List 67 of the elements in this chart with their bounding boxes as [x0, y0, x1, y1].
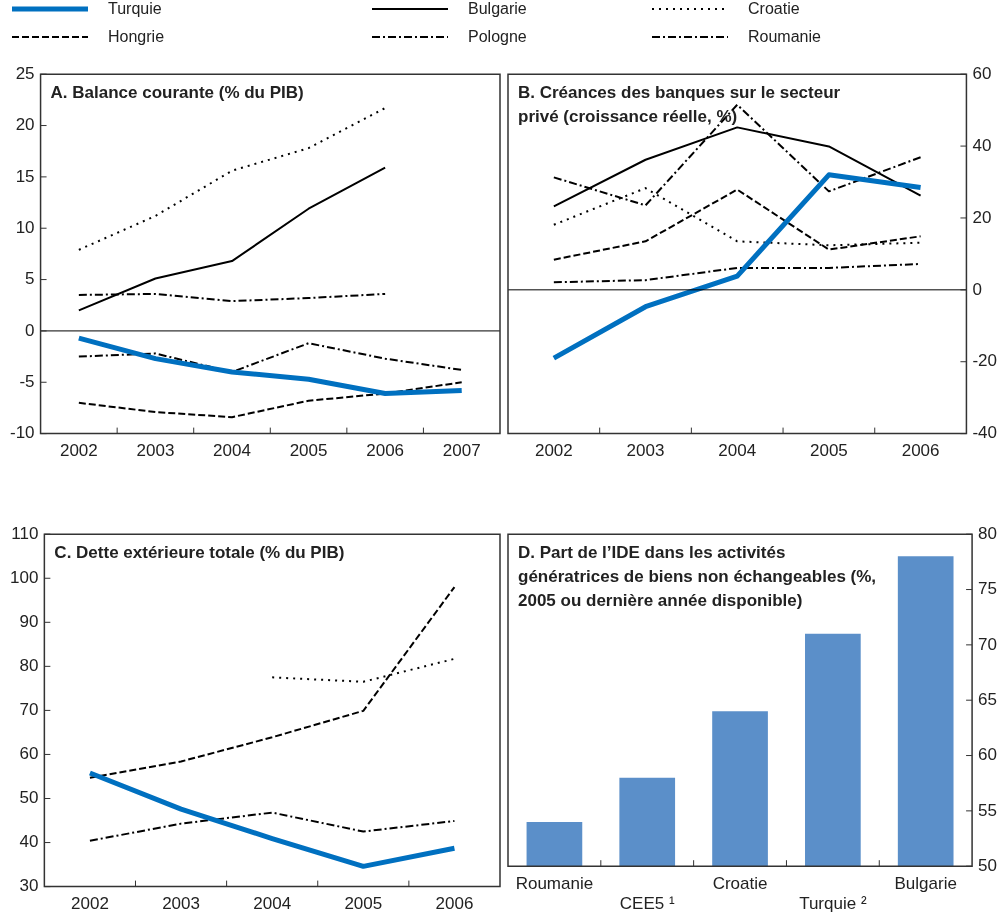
y2-tick-label: -40 [972, 423, 998, 443]
y2-tick-label: 0 [972, 279, 982, 299]
x-tick-label: 2004 [718, 441, 757, 461]
x-tick-label: 2004 [253, 894, 292, 914]
y-tick-label: 50 [19, 788, 39, 808]
line-series [77, 381, 463, 419]
x-tick-label: 2007 [442, 441, 481, 461]
text: B. Créances des banques sur le secteur privé (croissance réelle, %) [518, 83, 841, 127]
line-series [88, 586, 456, 779]
y-tick-label: 5 [25, 269, 35, 289]
y-tick-label: 15 [15, 166, 35, 186]
y-tick-label: 0 [25, 320, 35, 340]
x-tick-label: Croatie [712, 874, 768, 894]
x-tick-label: 2002 [59, 441, 98, 461]
legend-label: Turquie [108, 0, 162, 18]
y-tick-label: 90 [19, 611, 39, 631]
text: D. Part de l’IDE dans les activités génératrices de biens non échangeables (%, 2005 ou dernière année disponible) [518, 543, 877, 611]
y-tick-label: 100 [9, 567, 39, 587]
y2-tick-label: 20 [972, 207, 992, 227]
x-tick-label: 2003 [162, 894, 200, 914]
y-tick-label: 80 [19, 656, 39, 676]
x-tick-label: Roumanie [515, 874, 594, 894]
text: C. Dette extérieure totale (% du PIB) [54, 543, 345, 563]
y2-tick-label: 60 [978, 745, 998, 765]
y-tick-label: -10 [9, 423, 35, 443]
y-tick-label: 110 [11, 523, 39, 543]
y-tick-label: 10 [15, 217, 35, 237]
legend-label: Bulgarie [468, 0, 527, 18]
y2-tick-label: 65 [978, 689, 998, 709]
y2-tick-label: -20 [972, 351, 998, 371]
line-series [77, 342, 463, 373]
x-tick-label: 2003 [136, 441, 175, 461]
y2-tick-label: 40 [972, 135, 992, 155]
y2-tick-label: 80 [978, 523, 998, 543]
y-tick-label: 30 [19, 876, 39, 896]
x-tick-label: 2002 [534, 441, 573, 461]
x-tick-label: 2003 [626, 441, 665, 461]
legend-label: Hongrie [108, 28, 165, 46]
x-tick-label: 2006 [435, 894, 474, 914]
x-tick-label: 2004 [213, 441, 251, 461]
text: A. Balance courante (% du PIB) [50, 83, 304, 103]
x-tick-label: Bulgarie [894, 874, 957, 894]
y2-tick-label: 55 [978, 800, 998, 820]
y-tick-label: 60 [19, 744, 39, 764]
line-series [88, 811, 456, 842]
x-tick-label: 2005 [289, 441, 328, 461]
x-tick-label: 2005 [344, 894, 383, 914]
line-series [77, 107, 387, 251]
y-tick-label: 40 [19, 832, 39, 852]
legend-label: Roumanie [748, 28, 821, 46]
x-tick-label: Turquie ² [799, 894, 867, 914]
y2-tick-label: 75 [978, 579, 998, 599]
line-series [552, 188, 922, 261]
y-tick-label: 70 [19, 700, 39, 720]
y2-tick-label: 50 [978, 855, 998, 875]
y2-tick-label: 70 [978, 634, 998, 654]
y-tick-label: 20 [15, 115, 35, 135]
x-tick-label: 2002 [71, 894, 109, 914]
x-tick-label: 2005 [809, 441, 848, 461]
x-tick-label: CEE5 ¹ [619, 894, 675, 914]
x-tick-label: 2006 [366, 441, 405, 461]
legend-label: Pologne [468, 28, 527, 46]
y-tick-label: 25 [15, 63, 35, 83]
y-tick-label: -5 [19, 371, 35, 391]
legend-label: Croatie [748, 0, 800, 18]
x-tick-label: 2006 [901, 441, 940, 461]
y2-tick-label: 60 [972, 63, 992, 83]
